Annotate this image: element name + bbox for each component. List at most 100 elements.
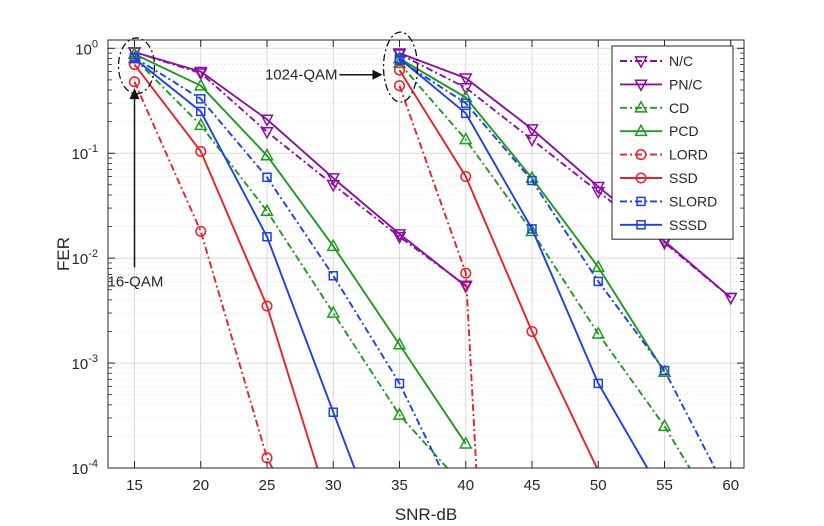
- legend-label-pcd: PCD: [669, 123, 699, 139]
- series-slord: [129, 52, 716, 468]
- legend-marker-pn-c: [634, 79, 648, 92]
- data-point-slord: [527, 175, 537, 186]
- data-point-sssd: [262, 231, 272, 242]
- legend-marker-slord: [636, 196, 646, 207]
- data-point-pcd: [392, 337, 407, 350]
- series-line-ssd: [398, 69, 598, 468]
- legend-label-sssd: SSSD: [669, 217, 707, 233]
- legend-entry-lord: LORD: [620, 147, 708, 163]
- data-point-cd: [260, 203, 274, 217]
- series-layer: [127, 46, 738, 468]
- series-line-pcd: [399, 57, 666, 373]
- data-point-cd: [525, 223, 539, 237]
- annotation-1024qam: 1024-QAM: [265, 67, 338, 84]
- series-sssd: [129, 53, 649, 468]
- data-point-pn-c: [458, 73, 473, 86]
- x-axis-label: SNR-dB: [395, 505, 457, 524]
- major-grid: [108, 40, 744, 469]
- data-point-slord: [394, 378, 405, 389]
- x-tick-label: 40: [457, 477, 474, 494]
- ticks-layer: [108, 40, 744, 469]
- legend-entry-pcd: PCD: [620, 123, 699, 139]
- y-tick-labels: 100 10-1 10-2 10-3 10-4: [72, 38, 98, 478]
- data-point-pcd: [458, 89, 473, 103]
- arrowhead-16qam: [129, 88, 140, 100]
- x-tick-label: 45: [524, 477, 541, 494]
- data-point-sssd: [129, 53, 140, 64]
- legend-entry-cd: CD: [620, 100, 689, 116]
- data-point-cd: [193, 117, 208, 131]
- data-point-pcd: [657, 364, 672, 377]
- x-tick-label: 30: [325, 477, 342, 494]
- y-tick-label: 10-3: [72, 353, 98, 373]
- y-axis-label: FER: [54, 237, 73, 271]
- data-point-lord: [195, 225, 207, 237]
- data-point-pcd: [326, 238, 341, 252]
- y-tick-label: 10-2: [72, 248, 98, 268]
- data-point-n-c: [326, 179, 341, 193]
- data-point-cd: [326, 305, 341, 318]
- series-line-slord: [133, 56, 442, 468]
- data-point-slord: [461, 98, 471, 108]
- x-tick-label: 50: [590, 477, 607, 494]
- series-line-ssd: [133, 64, 319, 468]
- series-line-lord: [398, 85, 478, 468]
- data-point-ssd: [261, 300, 273, 312]
- data-point-sssd: [527, 224, 537, 234]
- data-point-sssd: [394, 53, 405, 64]
- series-line-pn-c: [134, 51, 467, 287]
- series-line-pcd: [134, 53, 467, 445]
- legend: N/C PN/C CD PCD LORD SSD SLORD SSSD: [611, 45, 734, 240]
- data-point-slord: [196, 94, 206, 104]
- legend-marker-sssd: [636, 220, 646, 230]
- plot-frame: [107, 39, 745, 469]
- legend-marker-ssd: [635, 172, 647, 184]
- series-line-cd: [133, 57, 448, 468]
- legend-entry-ssd: SSD: [620, 170, 698, 186]
- legend-marker-pcd: [634, 123, 648, 137]
- data-point-pn-c: [326, 173, 341, 186]
- x-tick-label: 15: [126, 477, 143, 494]
- data-point-pn-c: [193, 66, 208, 80]
- legend-box: [611, 45, 734, 240]
- legend-label-n-c: N/C: [669, 53, 693, 69]
- x-tick-labels: 15 20 25 30 35 40 45 50 55 60: [126, 477, 739, 494]
- data-point-sssd: [196, 106, 206, 117]
- y-tick-label: 100: [75, 38, 98, 58]
- legend-marker-cd: [634, 100, 648, 113]
- data-point-ssd: [460, 170, 472, 183]
- legend-label-ssd: SSD: [669, 170, 698, 186]
- legend-label-cd: CD: [669, 100, 689, 116]
- series-line-n-c: [399, 53, 732, 299]
- data-point-cd: [591, 326, 606, 339]
- data-point-sssd: [328, 407, 338, 417]
- data-point-sssd: [593, 378, 603, 389]
- data-point-cd: [657, 418, 672, 432]
- data-point-pcd: [591, 259, 606, 273]
- data-point-n-c: [392, 231, 407, 245]
- series-line-n-c: [134, 51, 467, 287]
- series-line-pn-c: [399, 52, 732, 299]
- data-point-pcd: [260, 147, 274, 161]
- data-point-slord: [262, 172, 272, 183]
- series-line-cd: [398, 62, 691, 468]
- legend-entry-slord: SLORD: [620, 193, 717, 209]
- data-point-pn-c: [392, 229, 407, 242]
- data-point-sssd: [461, 108, 471, 119]
- legend-label-slord: SLORD: [669, 193, 717, 209]
- data-point-ssd: [128, 59, 141, 71]
- legend-marker-lord: [635, 149, 647, 161]
- data-point-cd: [458, 131, 473, 145]
- legend-entry-pn-c: PN/C: [620, 76, 702, 92]
- data-point-ssd: [393, 64, 406, 76]
- data-point-slord: [328, 270, 338, 281]
- data-point-cd: [392, 407, 407, 420]
- x-tick-label: 25: [259, 477, 276, 494]
- data-point-pn-c: [260, 114, 274, 127]
- series-line-sssd: [133, 57, 356, 468]
- series-line-sssd: [398, 57, 649, 468]
- data-point-lord: [460, 267, 472, 279]
- x-tick-label: 55: [656, 477, 673, 494]
- data-point-lord: [128, 76, 141, 88]
